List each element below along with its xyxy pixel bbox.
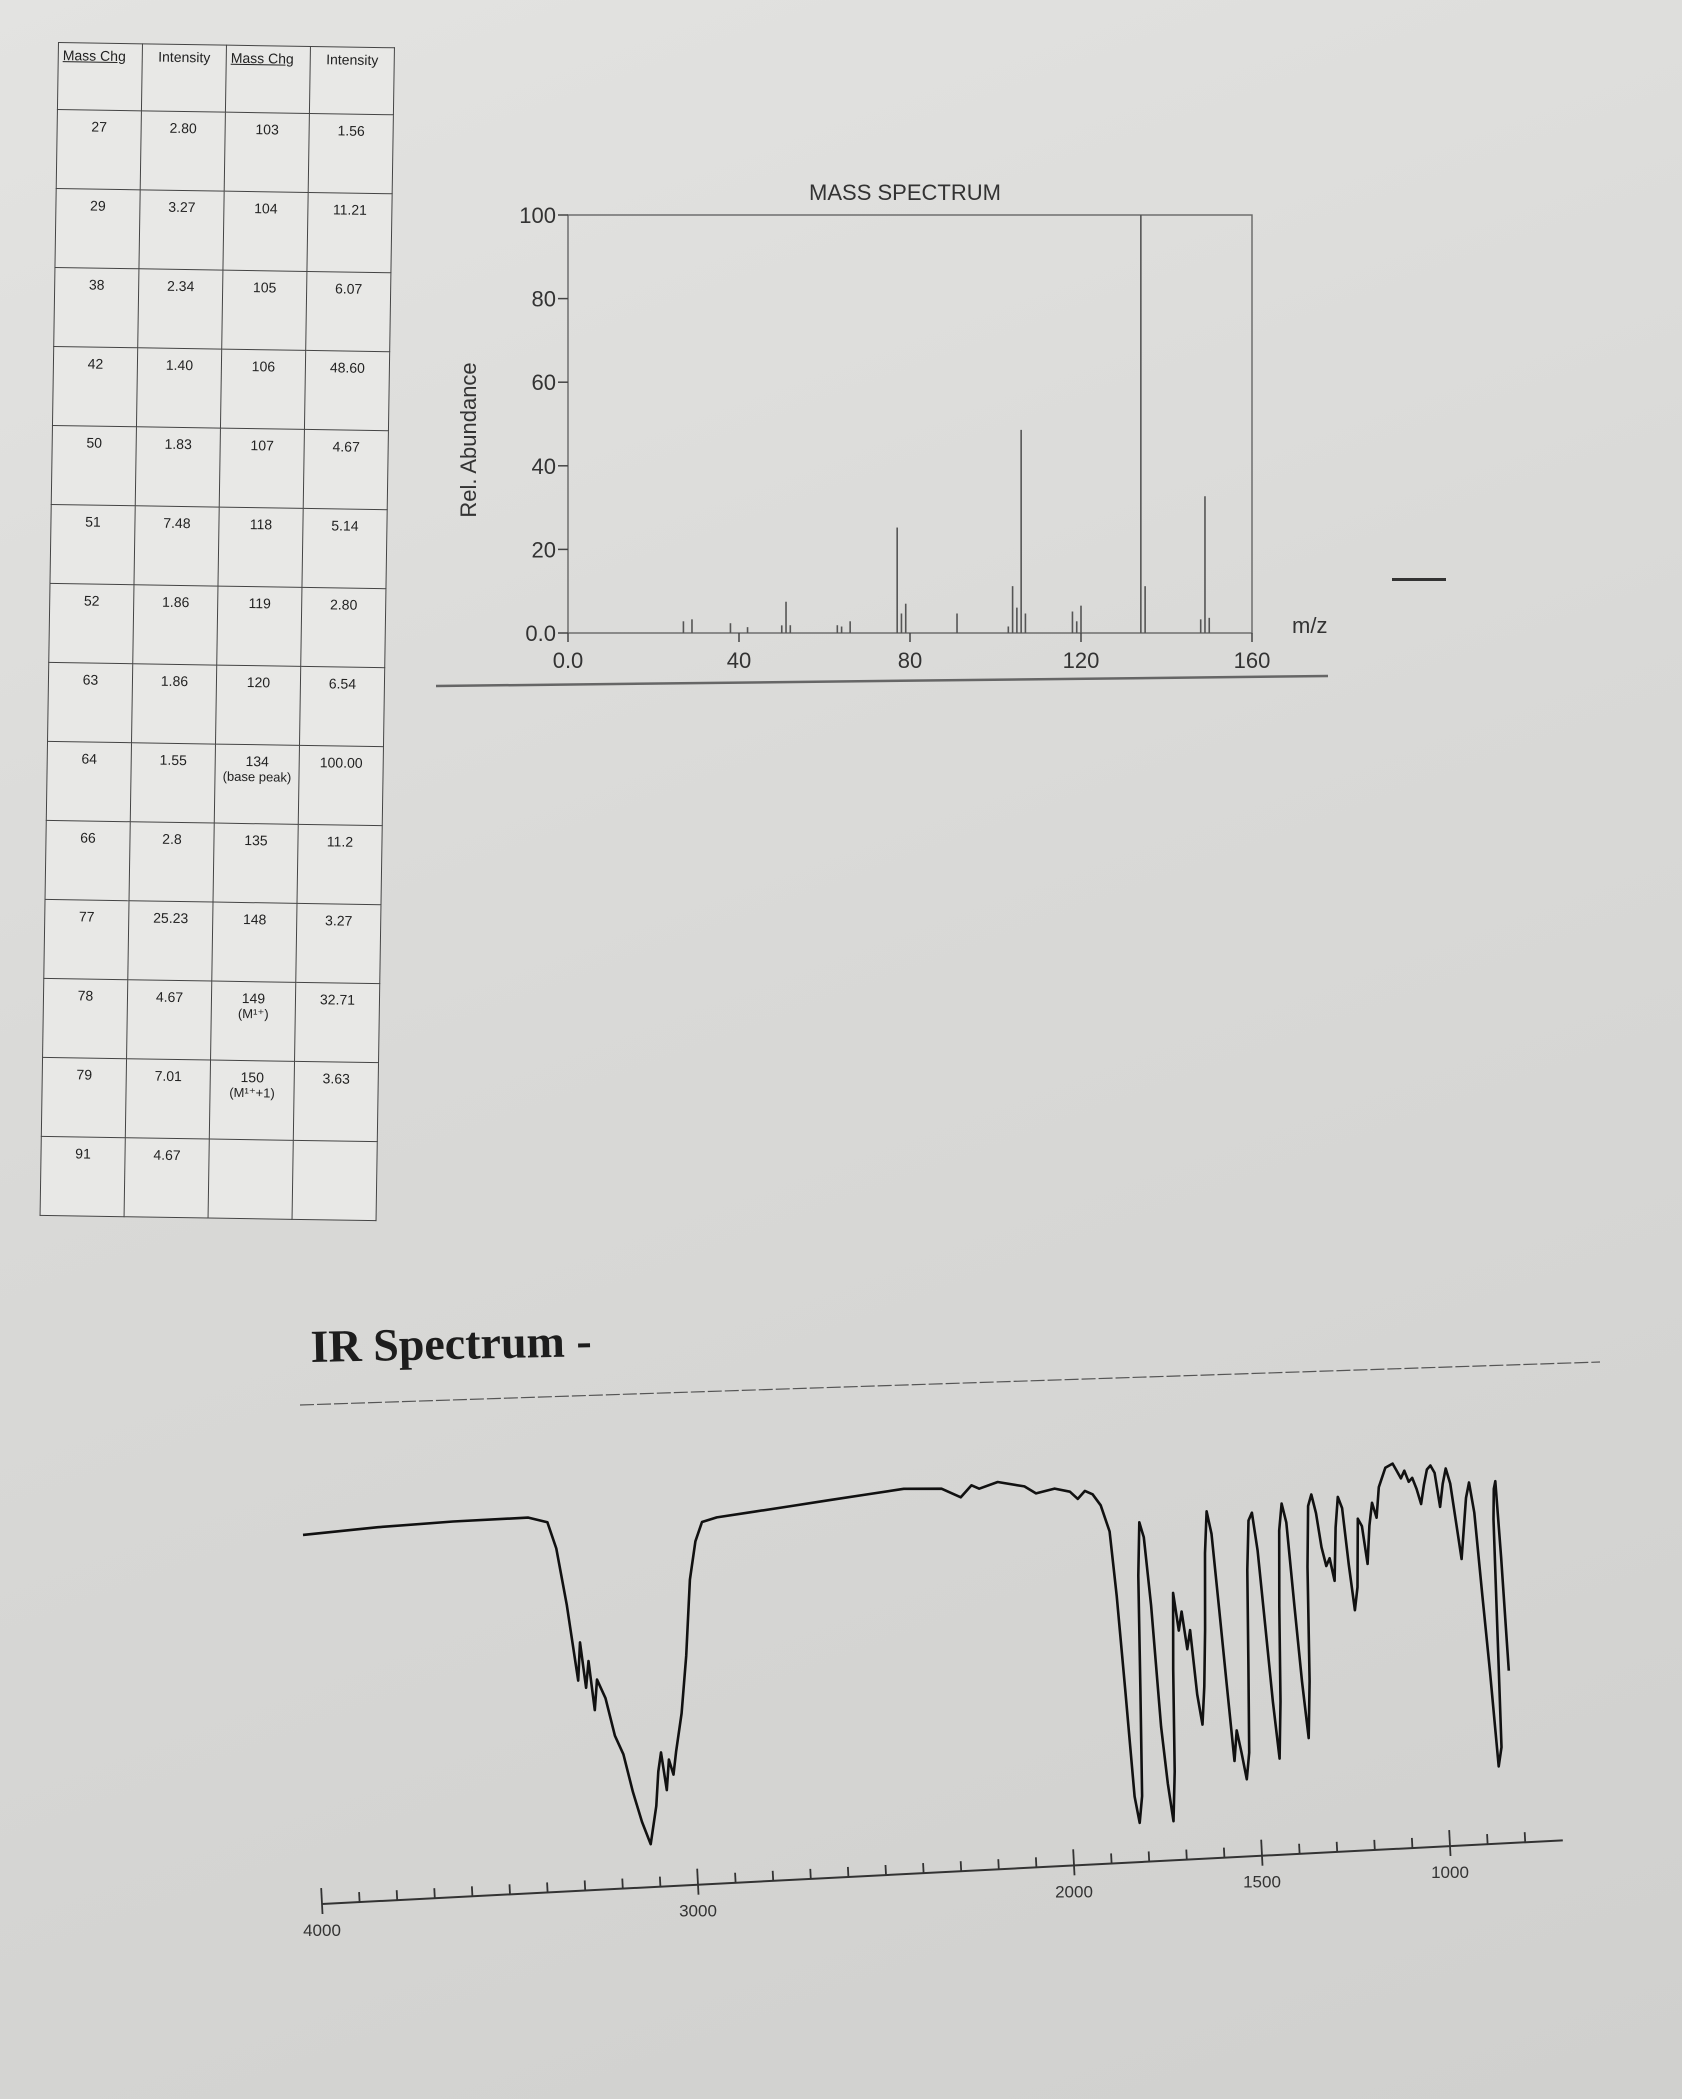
ms-x-tick-label: 80 (898, 648, 922, 673)
ir-minor-tick (1335, 1841, 1339, 1852)
ms-axes: 0.0 20 40 60 80 100 0.0 40 80 120 160 (519, 203, 1270, 673)
ir-axis-baseline (321, 1839, 1563, 1905)
ms-x-axis-label: m/z (1292, 613, 1327, 638)
ms-bottom-rule (435, 674, 1329, 688)
ir-x-axis: 4000 3000 2000 1500 1000 (303, 1829, 1563, 1940)
ir-minor-tick (358, 1892, 361, 1903)
ir-major-tick (320, 1887, 323, 1905)
ir-minor-tick (433, 1888, 436, 1899)
ir-major-tick-down (1449, 1845, 1452, 1857)
ir-minor-tick (1410, 1837, 1414, 1848)
ir-major-tick (1072, 1849, 1075, 1866)
ir-minor-tick (1147, 1851, 1151, 1862)
ir-major-tick (1260, 1839, 1263, 1856)
ms-title: MASS SPECTRUM (809, 180, 1001, 205)
ms-y-tick-label: 0.0 (525, 621, 556, 646)
ir-minor-tick (997, 1859, 1000, 1870)
ir-minor-tick (546, 1882, 549, 1893)
ms-bars (682, 215, 1211, 633)
ir-minor-tick (1298, 1843, 1301, 1854)
dash-mark (1392, 578, 1446, 581)
ir-trace-line (302, 1462, 1511, 1846)
ir-x-tick-label: 2000 (1055, 1882, 1093, 1901)
ir-minor-tick (1486, 1834, 1489, 1845)
ms-x-tick-label: 120 (1063, 648, 1100, 673)
ir-minor-tick (959, 1861, 963, 1872)
ms-y-tick-label: 80 (532, 287, 556, 312)
ms-x-tick-label: 0.0 (553, 648, 584, 673)
ir-minor-tick (1222, 1847, 1226, 1858)
ir-x-tick-label: 1500 (1243, 1873, 1281, 1892)
ir-minor-tick (1373, 1839, 1376, 1850)
mass-spectrum-chart: 0.0 20 40 60 80 100 0.0 40 80 120 160 MASS SPECTRU… (435, 180, 1329, 688)
ir-minor-tick (1185, 1849, 1188, 1860)
ir-major-tick (1448, 1829, 1451, 1847)
ir-minor-tick (470, 1886, 474, 1897)
ir-x-tick-label: 4000 (303, 1921, 341, 1940)
ir-minor-tick (658, 1876, 662, 1887)
ir-minor-tick (583, 1880, 587, 1891)
ir-minor-tick (922, 1863, 925, 1874)
ms-y-tick-label: 60 (532, 370, 556, 395)
ir-minor-tick (395, 1890, 399, 1901)
ir-x-tick-label: 3000 (679, 1902, 717, 1921)
ir-minor-tick (846, 1866, 850, 1877)
ir-major-tick-down (321, 1903, 324, 1915)
ms-x-tick-label: 40 (727, 648, 751, 673)
ms-y-axis-label: Rel. Abundance (456, 362, 481, 517)
ir-major-tick-down (1261, 1855, 1264, 1866)
ir-minor-tick (809, 1868, 812, 1879)
ir-minor-tick (771, 1870, 775, 1881)
ms-y-tick-label: 20 (532, 537, 556, 562)
ir-minor-tick (508, 1884, 511, 1895)
ir-minor-tick (1034, 1857, 1038, 1868)
ir-minor-tick (1523, 1832, 1527, 1843)
ms-y-tick-label: 40 (532, 454, 556, 479)
ir-minor-tick (1110, 1853, 1113, 1864)
ir-minor-tick (884, 1864, 887, 1876)
ir-major-tick (696, 1868, 699, 1885)
ir-minor-tick (621, 1878, 624, 1889)
ms-y-tick-label: 100 (519, 203, 556, 228)
ir-x-tick-label: 1000 (1431, 1863, 1469, 1882)
ir-major-tick-down (1073, 1865, 1076, 1876)
ms-x-tick-label: 160 (1234, 648, 1271, 673)
ir-minor-tick (734, 1872, 737, 1883)
ir-top-rule (299, 1361, 1601, 1406)
ir-major-tick-down (697, 1884, 700, 1895)
